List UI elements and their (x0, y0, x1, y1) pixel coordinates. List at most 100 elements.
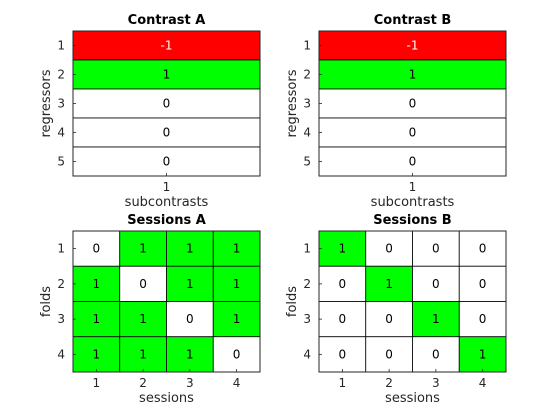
cell-value-label: 0 (479, 312, 487, 326)
cell-value-label: 1 (186, 277, 194, 291)
cell-value-label: 1 (339, 242, 347, 256)
heatmap-cell (458, 301, 507, 338)
cell-value-label: -1 (161, 39, 173, 53)
heatmap-cell (212, 301, 261, 338)
y-tick-label: 5 (303, 155, 311, 169)
y-tick-label: 4 (303, 126, 311, 140)
heatmap-cell (412, 265, 460, 302)
heatmap-cell (365, 301, 413, 338)
heatmap-cell (412, 336, 460, 373)
cell-value-label: 1 (139, 347, 147, 361)
heatmap-cell (72, 301, 121, 338)
cell-value-label: 0 (339, 347, 347, 361)
cell-value-label: 0 (339, 312, 347, 326)
heatmap-cell (318, 117, 507, 148)
x-tick-label: 2 (385, 376, 393, 390)
y-tick-label: 1 (303, 39, 311, 53)
heatmap-cell (72, 59, 261, 90)
x-axis-label: subcontrasts (125, 195, 209, 210)
cell-value-label: 0 (233, 347, 241, 361)
y-tick-label: 4 (57, 126, 65, 140)
heatmap-cell (365, 336, 413, 373)
y-axis-label: regressors (285, 69, 300, 137)
x-axis-label: sessions (385, 391, 440, 406)
heatmap-cell (365, 265, 413, 302)
cell-value-label: 0 (339, 277, 347, 291)
heatmap-cell (318, 30, 507, 61)
y-tick-label: 3 (303, 312, 311, 326)
cell-value-label: 1 (93, 312, 101, 326)
x-tick-label: 1 (409, 180, 417, 194)
x-tick-label: 3 (186, 376, 194, 390)
chart-title: Contrast A (128, 13, 206, 28)
cell-value-label: 0 (432, 242, 440, 256)
cell-value-label: 0 (385, 347, 393, 361)
cell-value-label: 0 (139, 277, 147, 291)
cell-value-label: 1 (432, 312, 440, 326)
heatmap-cell (318, 336, 367, 373)
cell-value-label: 1 (93, 347, 101, 361)
y-axis-label: folds (39, 286, 54, 317)
chart-title: Sessions B (373, 213, 451, 228)
y-tick-label: 3 (57, 97, 65, 111)
heatmap-cell (458, 230, 507, 267)
cell-value-label: 0 (432, 347, 440, 361)
x-tick-label: 4 (233, 376, 241, 390)
cell-value-label: 0 (409, 126, 417, 140)
chart-title: Sessions A (127, 213, 206, 228)
y-tick-label: 2 (303, 277, 311, 291)
heatmap-cell (166, 301, 214, 338)
cell-value-label: 0 (186, 312, 194, 326)
y-tick-label: 2 (57, 277, 65, 291)
cell-value-label: 1 (479, 347, 487, 361)
cell-value-label: 0 (163, 126, 171, 140)
cell-value-label: 0 (479, 242, 487, 256)
cell-value-label: 0 (385, 242, 393, 256)
cell-value-label: 0 (163, 97, 171, 111)
x-axis-label: sessions (139, 391, 194, 406)
cell-value-label: 0 (93, 242, 101, 256)
cell-value-label: 1 (233, 242, 241, 256)
x-tick-label: 1 (93, 376, 101, 390)
y-axis-label: folds (285, 286, 300, 317)
y-tick-label: 5 (57, 155, 65, 169)
cell-value-label: 1 (385, 277, 393, 291)
y-tick-label: 1 (57, 39, 65, 53)
heatmap-cell (72, 88, 261, 119)
cell-value-label: 1 (139, 312, 147, 326)
heatmap-cell (119, 265, 167, 302)
cell-value-label: 0 (385, 312, 393, 326)
cell-value-label: 0 (432, 277, 440, 291)
heatmap-cell (166, 336, 214, 373)
y-tick-label: 2 (57, 68, 65, 82)
x-tick-label: 1 (339, 376, 347, 390)
y-tick-label: 1 (303, 242, 311, 256)
cell-value-label: 1 (233, 312, 241, 326)
y-tick-label: 4 (303, 347, 311, 361)
cell-value-label: 1 (186, 242, 194, 256)
chart-title: Contrast B (374, 13, 452, 28)
cell-value-label: 0 (409, 97, 417, 111)
y-tick-label: 3 (57, 312, 65, 326)
y-tick-label: 3 (303, 97, 311, 111)
y-tick-label: 2 (303, 68, 311, 82)
plot-frame (72, 230, 261, 373)
x-tick-label: 4 (479, 376, 487, 390)
y-tick-label: 4 (57, 347, 65, 361)
y-axis-label: regressors (39, 69, 54, 137)
cell-value-label: 1 (93, 277, 101, 291)
heatmap-cell (119, 336, 167, 373)
x-tick-label: 3 (432, 376, 440, 390)
cell-value-label: 1 (163, 68, 171, 82)
x-tick-label: 1 (163, 180, 171, 194)
cell-value-label: -1 (407, 39, 419, 53)
plot-frame (318, 230, 507, 373)
y-tick-label: 1 (57, 242, 65, 256)
x-tick-label: 2 (139, 376, 147, 390)
cell-value-label: 0 (409, 155, 417, 169)
cell-value-label: 1 (139, 242, 147, 256)
heatmap-panel: 0 1 1 1 1 0 1 1 1 1 0 1 1 1 1 0 Sessions A 1 2 3 4 1 2 3 4 sessio… (39, 213, 261, 406)
